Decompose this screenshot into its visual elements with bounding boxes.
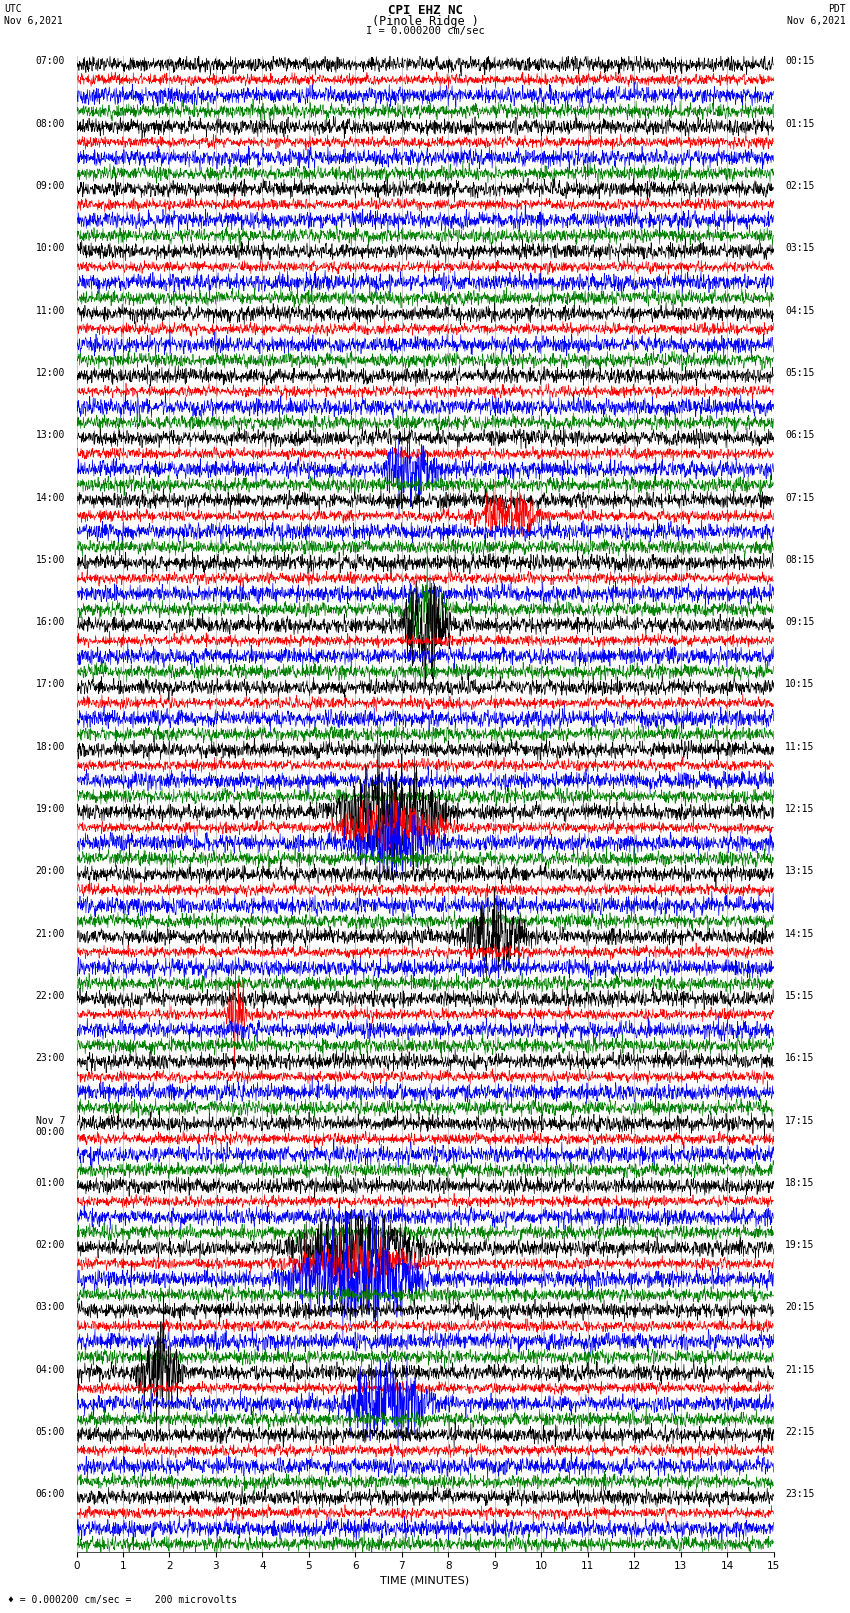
Text: 03:15: 03:15	[785, 244, 814, 253]
Text: 22:15: 22:15	[785, 1428, 814, 1437]
Text: 04:15: 04:15	[785, 306, 814, 316]
Text: 20:15: 20:15	[785, 1303, 814, 1313]
Text: 19:15: 19:15	[785, 1240, 814, 1250]
Text: 06:15: 06:15	[785, 431, 814, 440]
X-axis label: TIME (MINUTES): TIME (MINUTES)	[381, 1576, 469, 1586]
Text: 02:15: 02:15	[785, 181, 814, 190]
Text: 19:00: 19:00	[36, 805, 65, 815]
Text: 22:00: 22:00	[36, 990, 65, 1002]
Text: 13:00: 13:00	[36, 431, 65, 440]
Text: 15:15: 15:15	[785, 990, 814, 1002]
Text: 04:00: 04:00	[36, 1365, 65, 1374]
Text: 08:15: 08:15	[785, 555, 814, 565]
Text: 09:00: 09:00	[36, 181, 65, 190]
Text: 05:00: 05:00	[36, 1428, 65, 1437]
Text: ♦ = 0.000200 cm/sec =    200 microvolts: ♦ = 0.000200 cm/sec = 200 microvolts	[8, 1595, 238, 1605]
Text: 01:15: 01:15	[785, 119, 814, 129]
Text: 16:00: 16:00	[36, 618, 65, 627]
Text: 17:15: 17:15	[785, 1116, 814, 1126]
Text: 08:00: 08:00	[36, 119, 65, 129]
Text: 10:00: 10:00	[36, 244, 65, 253]
Text: 21:15: 21:15	[785, 1365, 814, 1374]
Text: 13:15: 13:15	[785, 866, 814, 876]
Text: 11:15: 11:15	[785, 742, 814, 752]
Text: I = 0.000200 cm/sec: I = 0.000200 cm/sec	[366, 26, 484, 35]
Text: (Pinole Ridge ): (Pinole Ridge )	[371, 15, 479, 27]
Text: 05:15: 05:15	[785, 368, 814, 377]
Text: 20:00: 20:00	[36, 866, 65, 876]
Text: 14:00: 14:00	[36, 492, 65, 503]
Text: 00:15: 00:15	[785, 56, 814, 66]
Text: 15:00: 15:00	[36, 555, 65, 565]
Text: 11:00: 11:00	[36, 306, 65, 316]
Text: 12:00: 12:00	[36, 368, 65, 377]
Text: 09:15: 09:15	[785, 618, 814, 627]
Text: UTC
Nov 6,2021: UTC Nov 6,2021	[4, 5, 63, 26]
Text: 17:00: 17:00	[36, 679, 65, 689]
Text: 03:00: 03:00	[36, 1303, 65, 1313]
Text: 23:00: 23:00	[36, 1053, 65, 1063]
Text: 18:15: 18:15	[785, 1177, 814, 1187]
Text: 07:00: 07:00	[36, 56, 65, 66]
Text: 10:15: 10:15	[785, 679, 814, 689]
Text: 23:15: 23:15	[785, 1489, 814, 1500]
Text: 16:15: 16:15	[785, 1053, 814, 1063]
Text: 18:00: 18:00	[36, 742, 65, 752]
Text: 07:15: 07:15	[785, 492, 814, 503]
Text: Nov 7
00:00: Nov 7 00:00	[36, 1116, 65, 1137]
Text: CPI EHZ NC: CPI EHZ NC	[388, 5, 462, 18]
Text: 02:00: 02:00	[36, 1240, 65, 1250]
Text: 06:00: 06:00	[36, 1489, 65, 1500]
Text: 21:00: 21:00	[36, 929, 65, 939]
Text: 01:00: 01:00	[36, 1177, 65, 1187]
Text: 12:15: 12:15	[785, 805, 814, 815]
Text: 14:15: 14:15	[785, 929, 814, 939]
Text: PDT
Nov 6,2021: PDT Nov 6,2021	[787, 5, 846, 26]
